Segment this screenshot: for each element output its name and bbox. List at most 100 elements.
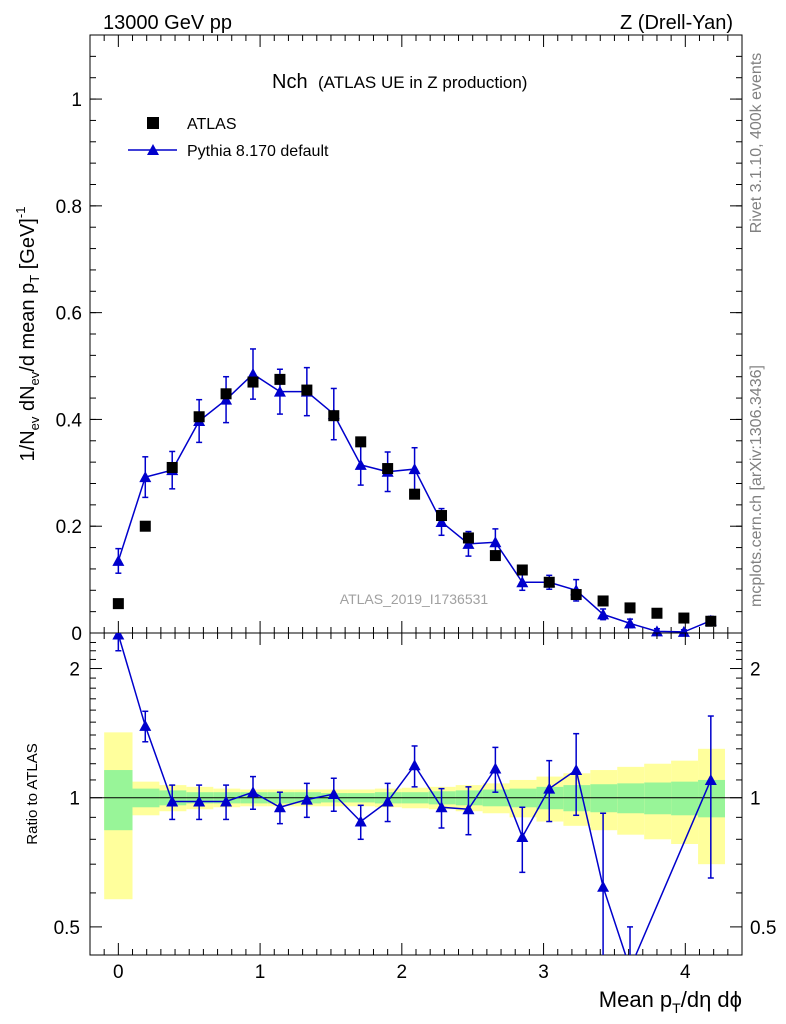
main-y-label: 1/Nev dNev/d mean pT [GeV]-1 <box>13 207 42 462</box>
ratio-x-axis: 0 1 2 3 4 <box>103 633 729 983</box>
atlas-point <box>220 388 232 400</box>
ratio-x-tick-label: 3 <box>538 962 549 983</box>
ratio-point <box>327 788 340 800</box>
legend-mc-marker <box>147 144 159 155</box>
mcplots-label: mcplots.cern.ch [arXiv:1306.3436] <box>748 365 765 607</box>
x-axis-label: Mean pT/dη dϕ <box>599 987 742 1016</box>
ratio-band-inner <box>644 782 672 815</box>
ratio-y-tick-label-right: 2 <box>750 660 761 681</box>
ratio-y-tick-label: 1 <box>69 789 80 810</box>
ratio-point <box>193 795 206 807</box>
plot-title-main: Nch <box>272 71 308 93</box>
rivet-label: Rivet 3.1.10, 400k events <box>748 53 765 234</box>
ratio-point <box>408 759 421 771</box>
mc-point <box>408 463 421 475</box>
ratio-x-tick-label: 2 <box>397 962 408 983</box>
main-y-tick-label: 0.4 <box>56 410 83 431</box>
ratio-point <box>220 795 233 807</box>
ratio-point <box>597 880 610 892</box>
atlas-point <box>301 384 313 396</box>
mc-point <box>597 608 610 620</box>
ratio-point <box>247 786 259 798</box>
ratio-y-tick-label-right: 0.5 <box>750 918 776 939</box>
atlas-point <box>382 463 394 475</box>
mc-point <box>650 625 663 637</box>
main-y-tick-label: 0.6 <box>56 304 82 325</box>
ratio-point <box>112 633 125 640</box>
ratio-band-inner <box>671 781 699 816</box>
ratio-x-tick-label: 1 <box>255 962 266 983</box>
legend: ATLAS Pythia 8.170 default <box>128 116 329 160</box>
main-y-tick-label: 1 <box>71 90 82 111</box>
ratio-x-tick-label: 4 <box>680 962 691 983</box>
ratio-point <box>273 801 286 813</box>
atlas-point <box>247 376 259 388</box>
mc-point <box>139 471 152 483</box>
ratio-point <box>381 795 394 807</box>
ratio-point <box>704 773 717 785</box>
ratio-point <box>570 764 583 776</box>
header-left: 13000 GeV pp <box>103 12 232 34</box>
ratio-band-inner <box>104 770 133 831</box>
atlas-point <box>409 488 421 500</box>
header-right: Z (Drell-Yan) <box>620 12 733 34</box>
atlas-point <box>355 436 367 448</box>
atlas-point <box>624 602 636 614</box>
plot-title-sub: (ATLAS UE in Z production) <box>318 73 527 92</box>
ratio-point <box>139 719 152 731</box>
ratio-y-tick-label: 2 <box>69 660 80 681</box>
ratio-marks <box>112 633 717 955</box>
atlas-point <box>436 510 448 522</box>
atlas-point <box>489 550 501 562</box>
atlas-point <box>678 612 690 624</box>
ratio-point <box>166 795 179 807</box>
mc-point <box>112 554 125 566</box>
mc-point <box>677 625 690 637</box>
ratio-clipped-group <box>112 633 717 955</box>
ratio-bands <box>104 732 725 900</box>
main-y-axis: 0 0.2 0.4 0.6 0.8 1 <box>56 55 742 645</box>
legend-atlas-marker <box>147 117 159 129</box>
atlas-point <box>570 589 582 601</box>
ratio-point <box>543 782 556 794</box>
ratio-band-inner <box>590 784 618 813</box>
mc-point <box>624 617 637 629</box>
ratio-y-tick-label-right: 1 <box>750 789 761 810</box>
ratio-x-tick-label: 0 <box>113 962 124 983</box>
analysis-watermark: ATLAS_2019_I1736531 <box>340 591 489 607</box>
ratio-band-inner <box>617 783 645 814</box>
atlas-point <box>597 595 609 607</box>
atlas-point <box>274 373 286 385</box>
legend-mc-label: Pythia 8.170 default <box>187 143 329 160</box>
mc-point <box>489 536 502 548</box>
mc-point <box>247 368 259 380</box>
mc-point <box>354 458 367 470</box>
ratio-point <box>516 830 529 842</box>
main-panel: 0 0.2 0.4 0.6 0.8 1 Nch (ATLAS UE in Z produc… <box>13 34 743 645</box>
mc-point <box>516 576 529 588</box>
atlas-point <box>193 411 205 423</box>
ratio-y-label: Ratio to ATLAS <box>24 743 41 844</box>
ratio-point <box>489 762 502 774</box>
atlas-point <box>462 532 474 544</box>
ratio-y-axis: 0.5 0.5 1 1 2 2 <box>54 641 776 939</box>
atlas-point <box>139 520 151 532</box>
atlas-point <box>705 615 717 627</box>
ratio-panel: 0.5 0.5 1 1 2 2 0 1 2 3 4 Ratio to ATLAS <box>24 632 776 983</box>
atlas-point <box>543 576 555 588</box>
mc-point <box>435 515 448 527</box>
legend-atlas-label: ATLAS <box>187 116 237 133</box>
ratio-point <box>435 801 448 813</box>
atlas-point <box>328 410 340 422</box>
main-x-ticks <box>103 35 729 633</box>
atlas-point <box>166 461 178 473</box>
atlas-point <box>516 564 528 576</box>
ratio-point <box>300 793 313 805</box>
ratio-y-tick-label: 0.5 <box>54 918 80 939</box>
main-y-tick-label: 0 <box>71 624 82 645</box>
main-y-tick-label: 0.8 <box>56 197 82 218</box>
ratio-point <box>354 815 367 827</box>
main-marks <box>112 348 717 637</box>
mc-point <box>273 385 286 397</box>
